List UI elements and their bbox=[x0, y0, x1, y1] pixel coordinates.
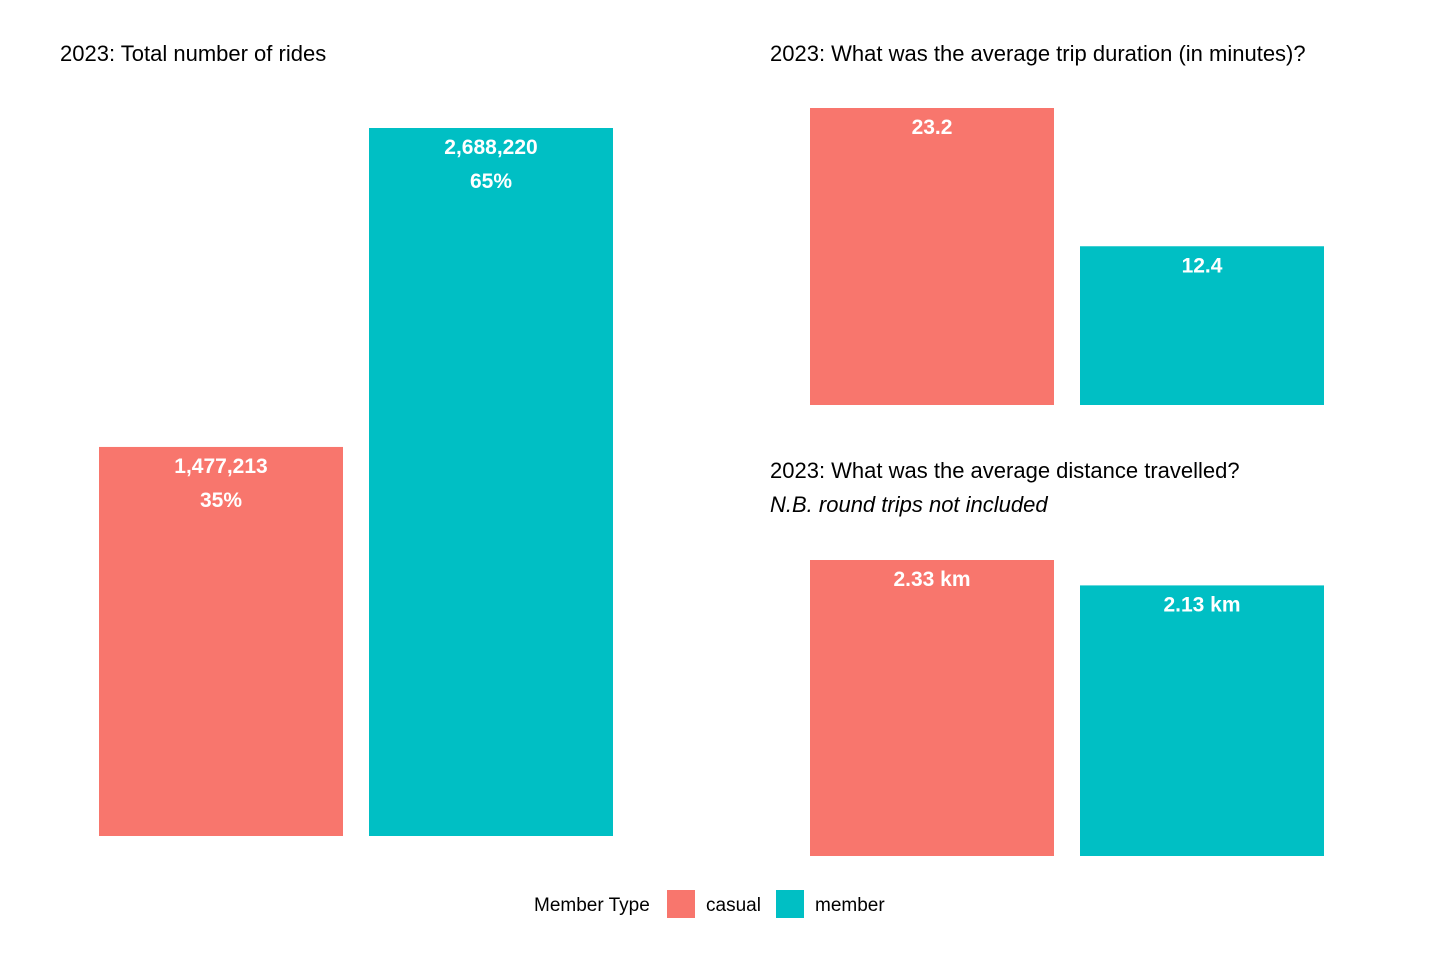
bar-value-label: 2,688,220 bbox=[444, 136, 537, 159]
bar-casual bbox=[810, 560, 1054, 856]
bars-group: 1,477,213 35% 2,688,220 65% bbox=[99, 128, 613, 836]
legend-key-casual bbox=[667, 890, 695, 918]
legend-label-casual: casual bbox=[706, 895, 761, 916]
panel-trip-duration: 2023: What was the average trip duration… bbox=[770, 41, 1324, 405]
panel-total-rides: 2023: Total number of rides 1,477,213 35%… bbox=[60, 41, 613, 836]
bar-casual bbox=[810, 108, 1054, 405]
panel-distance: 2023: What was the average distance trav… bbox=[770, 458, 1324, 856]
bar-percent-label: 65% bbox=[470, 170, 512, 193]
bar-member bbox=[1080, 246, 1324, 405]
bars-group: 2.33 km 2.13 km bbox=[810, 560, 1324, 856]
bar-value-label: 2.33 km bbox=[893, 568, 970, 591]
bar-value-label: 23.2 bbox=[912, 116, 953, 139]
panel-title: 2023: Total number of rides bbox=[60, 41, 326, 66]
bar-value-label: 2.13 km bbox=[1163, 593, 1240, 616]
bar-value-label: 1,477,213 bbox=[174, 455, 267, 478]
bar-percent-label: 35% bbox=[200, 489, 242, 512]
panel-title: 2023: What was the average distance trav… bbox=[770, 458, 1240, 483]
panel-subtitle: N.B. round trips not included bbox=[770, 492, 1048, 517]
bar-member bbox=[369, 128, 613, 836]
legend-label-member: member bbox=[815, 895, 885, 916]
bar-member bbox=[1080, 585, 1324, 856]
legend-key-member bbox=[776, 890, 804, 918]
panel-title: 2023: What was the average trip duration… bbox=[770, 41, 1306, 66]
legend: Member Type casual member bbox=[534, 890, 885, 918]
bar-value-label: 12.4 bbox=[1182, 254, 1223, 277]
bar-casual bbox=[99, 446, 343, 836]
legend-title: Member Type bbox=[534, 895, 650, 916]
bars-group: 23.2 12.4 bbox=[810, 108, 1324, 405]
